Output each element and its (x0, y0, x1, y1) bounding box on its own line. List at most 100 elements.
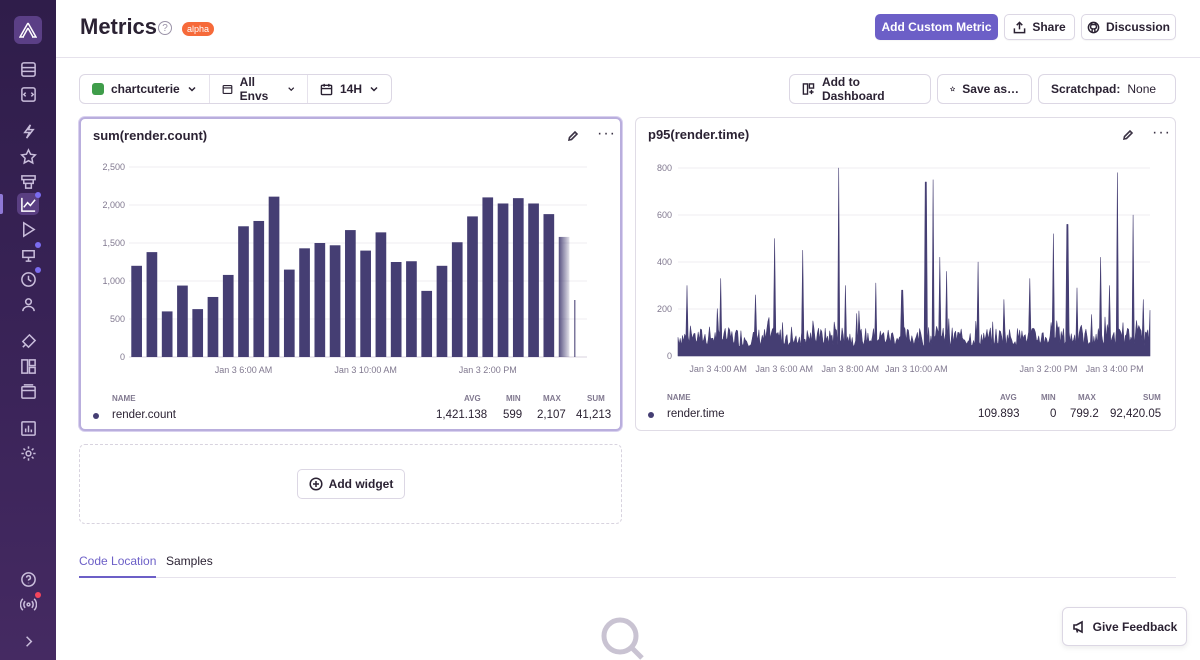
give-feedback-label: Give Feedback (1092, 619, 1178, 634)
add-to-dashboard-label: Add to Dashboard (821, 75, 885, 103)
y-tick-label: 800 (657, 163, 672, 173)
chevron-down-icon (287, 87, 294, 92)
bar (177, 285, 188, 357)
more-options-icon[interactable]: ··· (597, 125, 616, 142)
bar (574, 300, 577, 357)
more-options-icon[interactable]: ··· (1152, 124, 1171, 141)
x-tick-label: Jan 3 4:00 PM (1086, 364, 1144, 374)
bar (528, 203, 539, 357)
github-icon (1087, 21, 1100, 33)
projects-icon[interactable] (17, 83, 39, 105)
legend-series-name[interactable]: render.count (112, 409, 176, 421)
legend-series-name[interactable]: render.time (667, 408, 725, 420)
bar (238, 226, 249, 357)
legend-header-name: NAME (112, 394, 136, 403)
metric-widget-render-time[interactable]: p95(render.time) ··· 0 200 400 600 800 Jan 3 … (635, 117, 1176, 431)
deploys-icon[interactable] (17, 330, 39, 352)
sentry-logo-icon[interactable] (14, 16, 42, 44)
starred-icon[interactable] (17, 145, 39, 167)
upload-icon (1013, 20, 1026, 33)
environment-label: All Envs (239, 75, 269, 103)
y-tick-label: 600 (657, 210, 672, 220)
bar (436, 265, 448, 357)
bar (375, 232, 387, 357)
x-tick-label: Jan 3 6:00 AM (755, 364, 813, 374)
issues-icon[interactable] (17, 58, 39, 80)
settings-gear-icon[interactable] (17, 442, 39, 464)
give-feedback-button[interactable]: Give Feedback (1062, 607, 1187, 646)
crons-icon[interactable] (17, 267, 41, 290)
legend-header-sum: SUM (1143, 393, 1161, 402)
edit-pencil-icon[interactable] (567, 129, 581, 143)
calendar-icon (320, 83, 333, 95)
tab-code-location[interactable]: Code Location (79, 554, 157, 578)
help-icon[interactable]: ? (158, 21, 172, 35)
y-tick-label: 1,000 (102, 276, 125, 286)
y-tick-label: 500 (110, 314, 125, 324)
edit-pencil-icon[interactable] (1122, 128, 1136, 142)
share-button[interactable]: Share (1004, 14, 1075, 40)
new-dot (35, 267, 41, 273)
bar (299, 248, 310, 357)
x-tick-label: Jan 3 6:00 AM (215, 365, 273, 375)
x-tick-label: Jan 3 2:00 PM (459, 365, 517, 375)
bottom-tabs: Code Location Samples (79, 548, 1176, 578)
x-tick-label: Jan 3 2:00 PM (1019, 364, 1077, 374)
bar (268, 196, 280, 357)
y-tick-label: 200 (657, 304, 672, 314)
alerts-icon[interactable] (17, 242, 41, 265)
bar (314, 243, 326, 357)
add-widget-button[interactable]: Add widget (297, 469, 405, 499)
area-chart: 0 200 400 600 800 Jan 3 4:00 AM Jan 3 6:00 AM J… (657, 163, 1151, 374)
magnifier-icon (601, 617, 644, 660)
releases-icon[interactable] (17, 170, 39, 192)
help-circle-icon[interactable] (17, 568, 39, 590)
broadcast-icon[interactable] (17, 592, 41, 615)
bar (497, 203, 509, 357)
date-range-selector[interactable]: 14H (308, 75, 391, 103)
metric-widget-render-count[interactable]: sum(render.count) ··· 0 500 1,000 1,500 2,00… (79, 117, 622, 431)
bar (222, 274, 234, 357)
new-dot (35, 192, 41, 198)
y-tick-label: 1,500 (102, 238, 125, 248)
chevron-down-icon (370, 86, 378, 92)
replays-icon[interactable] (17, 218, 39, 240)
area-series (677, 167, 1151, 357)
discussion-button[interactable]: Discussion (1081, 14, 1176, 40)
discover-icon[interactable] (17, 380, 39, 402)
dashboards-icon[interactable] (17, 355, 39, 377)
scratchpad-value: None (1127, 82, 1157, 96)
page-title: Metrics (80, 14, 158, 39)
environment-selector[interactable]: All Envs (210, 75, 308, 103)
project-selector[interactable]: chartcuterie (80, 75, 210, 103)
add-to-dashboard-button[interactable]: Add to Dashboard (789, 74, 931, 104)
scratchpad-selector[interactable]: Scratchpad: None (1038, 74, 1176, 104)
bar (543, 214, 555, 357)
legend-sum-value: 92,420.05 (1110, 408, 1162, 420)
bar (512, 198, 524, 357)
metrics-icon[interactable] (17, 192, 41, 215)
performance-icon[interactable] (17, 120, 39, 142)
tab-samples[interactable]: Samples (166, 554, 213, 568)
legend-max-value: 799.2 (1070, 408, 1099, 420)
bar (467, 216, 478, 357)
bar (146, 252, 158, 357)
legend-header-min: MIN (506, 394, 521, 403)
save-as-label: Save as… (962, 82, 1019, 96)
bar (482, 197, 494, 357)
y-tick-label: 0 (667, 351, 672, 361)
x-tick-label: Jan 3 10:00 AM (885, 364, 948, 374)
stats-icon[interactable] (17, 417, 39, 439)
bar (558, 236, 570, 357)
page-header: Metrics ? alpha Add Custom Metric Share … (56, 0, 1200, 58)
collapse-chevron-icon[interactable] (17, 630, 39, 652)
y-tick-label: 400 (657, 257, 672, 267)
star-icon (950, 86, 956, 92)
date-range-label: 14H (339, 82, 362, 96)
add-widget-label: Add widget (328, 477, 394, 491)
bar (360, 250, 371, 357)
user-feedback-icon[interactable] (17, 293, 39, 315)
bar (329, 245, 341, 357)
save-as-button[interactable]: Save as… (937, 74, 1032, 104)
add-custom-metric-button[interactable]: Add Custom Metric (875, 14, 998, 40)
